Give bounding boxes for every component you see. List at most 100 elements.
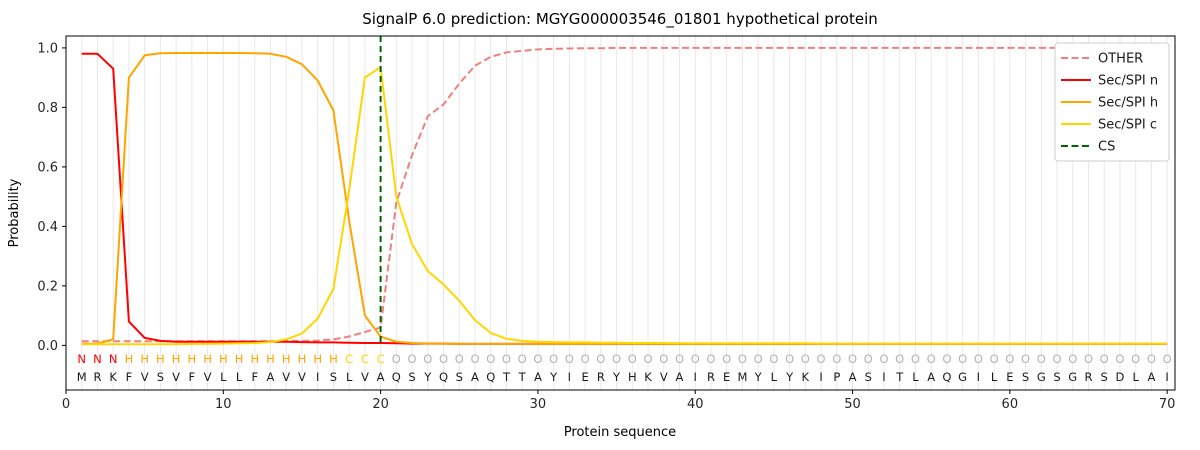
region-label: O: [439, 352, 448, 366]
region-label: O: [1163, 352, 1172, 366]
region-label: O: [990, 352, 999, 366]
sequence-row: NMNRNKHFHVHSHVHFHVHLHLHFHAHVHVHIHSCLCVCA…: [77, 352, 1172, 384]
sequence-letter: A: [471, 370, 479, 384]
sequence-letter: E: [723, 370, 730, 384]
region-label: O: [423, 352, 432, 366]
sequence-letter: F: [189, 370, 196, 384]
region-label: O: [738, 352, 747, 366]
sequence-letter: A: [1147, 370, 1155, 384]
region-label: O: [1068, 352, 1077, 366]
sequence-letter: H: [628, 370, 637, 384]
region-label: H: [298, 352, 307, 366]
region-label: O: [1131, 352, 1140, 366]
region-label: O: [549, 352, 558, 366]
sequence-letter: A: [927, 370, 935, 384]
region-label: H: [219, 352, 228, 366]
region-label: O: [643, 352, 652, 366]
sequence-letter: M: [77, 370, 87, 384]
region-label: O: [408, 352, 417, 366]
region-label: O: [706, 352, 715, 366]
series-sec-spi-h: [81, 52, 1168, 345]
sequence-letter: K: [644, 370, 652, 384]
sequence-letter: K: [802, 370, 810, 384]
sequence-letter: Y: [549, 370, 558, 384]
sequence-letter: T: [518, 370, 527, 384]
sequence-letter: K: [109, 370, 117, 384]
series-sec-spi-n: [81, 52, 1168, 345]
sequence-letter: Q: [439, 370, 448, 384]
region-label: O: [392, 352, 401, 366]
region-label: O: [502, 352, 511, 366]
axis-ticks: 0 10 20 30 40 50 60 70 0.0 0.2 0.4 0.6 0.8 1.0: [37, 41, 1175, 412]
region-label: H: [172, 352, 181, 366]
region-label: O: [927, 352, 936, 366]
plot-frame: [65, 35, 1176, 391]
x-tick-label: 20: [372, 397, 389, 412]
sequence-letter: R: [707, 370, 715, 384]
region-label: O: [455, 352, 464, 366]
legend-entry-sec-spi-n: Sec/SPI n: [1098, 74, 1158, 89]
sequence-letter: R: [93, 370, 101, 384]
x-tick-label: 0: [62, 397, 70, 412]
region-label: N: [109, 352, 118, 366]
legend-entry-other: OTHER: [1098, 52, 1143, 67]
sequence-letter: G: [1068, 370, 1077, 384]
region-label: O: [1037, 352, 1046, 366]
sequence-letter: A: [676, 370, 684, 384]
region-label: O: [785, 352, 794, 366]
sequence-letter: Q: [942, 370, 951, 384]
sequence-letter: I: [316, 370, 319, 384]
legend-box: OTHER Sec/SPI n Sec/SPI h Sec/SPI c CS: [1054, 42, 1170, 162]
region-label: H: [156, 352, 165, 366]
region-label: O: [565, 352, 574, 366]
region-label: O: [1115, 352, 1124, 366]
region-label: O: [596, 352, 605, 366]
sequence-letter: A: [377, 370, 385, 384]
y-tick-label: 0.4: [37, 220, 58, 235]
x-tick-label: 70: [1159, 397, 1176, 412]
sequence-letter: F: [126, 370, 133, 384]
sequence-letter: F: [251, 370, 258, 384]
region-label: O: [1084, 352, 1093, 366]
sequence-letter: L: [912, 370, 919, 384]
region-label: H: [250, 352, 259, 366]
region-label: O: [612, 352, 621, 366]
region-label: O: [486, 352, 495, 366]
sequence-letter: I: [977, 370, 980, 384]
sequence-letter: M: [737, 370, 747, 384]
sequence-letter: S: [1053, 370, 1060, 384]
y-tick-label: 0.2: [37, 279, 58, 294]
gridlines: [81, 36, 1168, 390]
region-label: H: [203, 352, 212, 366]
legend-entry-sec-spi-c: Sec/SPI c: [1098, 118, 1157, 133]
y-tick-label: 0.0: [37, 339, 58, 354]
region-label: O: [754, 352, 763, 366]
region-label: O: [832, 352, 841, 366]
sequence-letter: V: [361, 370, 369, 384]
sequence-letter: I: [882, 370, 885, 384]
sequence-letter: A: [849, 370, 857, 384]
sequence-letter: S: [456, 370, 463, 384]
region-label: O: [533, 352, 542, 366]
sequence-letter: P: [833, 370, 840, 384]
region-label: O: [817, 352, 826, 366]
region-label: H: [313, 352, 322, 366]
region-label: O: [691, 352, 700, 366]
region-label: O: [911, 352, 920, 366]
region-label: O: [628, 352, 637, 366]
sequence-letter: L: [1132, 370, 1139, 384]
x-axis-label: Protein sequence: [564, 425, 676, 440]
sequence-letter: E: [581, 370, 588, 384]
sequence-letter: R: [597, 370, 605, 384]
region-label: O: [1052, 352, 1061, 366]
y-tick-label: 1.0: [37, 41, 58, 56]
sequence-letter: Y: [785, 370, 794, 384]
region-label: O: [722, 352, 731, 366]
region-label: O: [895, 352, 904, 366]
y-axis-label: Probability: [7, 178, 22, 247]
region-label: O: [848, 352, 857, 366]
region-label: H: [140, 352, 149, 366]
sequence-letter: A: [267, 370, 275, 384]
chart-title: SignalP 6.0 prediction: MGYG000003546_01…: [362, 10, 878, 29]
